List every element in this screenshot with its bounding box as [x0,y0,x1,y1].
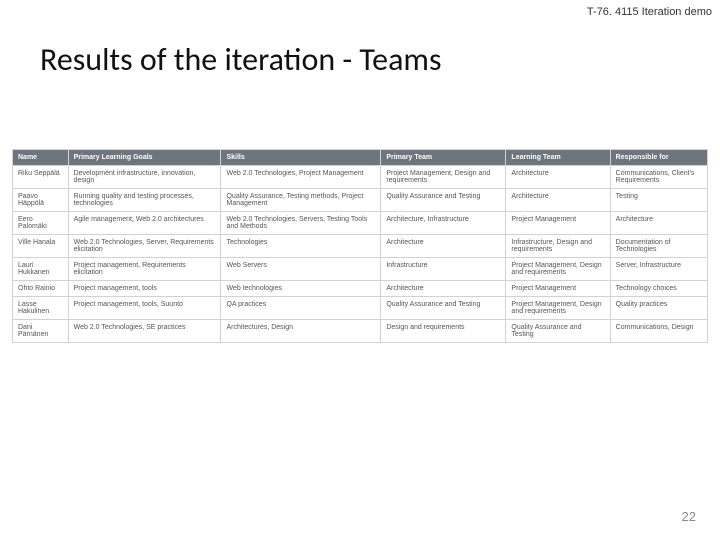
col-header: Learning Team [506,150,610,166]
table-cell: Architecture [506,189,610,212]
table-cell: Project Management [506,212,610,235]
table-cell: Infrastructure, Design and requirements [506,235,610,258]
table-cell: Web 2.0 Technologies, Server, Requiremen… [68,235,221,258]
table-header-row: Name Primary Learning Goals Skills Prima… [13,150,708,166]
table-row: Paavo HäppöläRunning quality and testing… [13,189,708,212]
table-cell: Agile management, Web 2.0 architectures [68,212,221,235]
table-cell: QA practices [221,297,381,320]
table-cell: Quality Assurance, Testing methods, Proj… [221,189,381,212]
table-row: Eero PalomäkiAgile management, Web 2.0 a… [13,212,708,235]
table-body: Riku SeppäläDevelopment infrastructure, … [13,166,708,343]
page-number: 22 [682,509,696,524]
table-cell: Quality Assurance and Testing [381,297,506,320]
table-cell: Communications, Client's Requirements [610,166,707,189]
table-cell: Project management, Requirements elicita… [68,258,221,281]
table-row: Lauri HukkanenProject management, Requir… [13,258,708,281]
table-cell: Project Management, Design and requireme… [506,258,610,281]
table-cell: Riku Seppälä [13,166,69,189]
table-row: Riku SeppäläDevelopment infrastructure, … [13,166,708,189]
table-cell: Architecture [506,166,610,189]
table-cell: Architectures, Design [221,320,381,343]
col-header: Name [13,150,69,166]
table-cell: Web 2.0 Technologies, Servers, Testing T… [221,212,381,235]
col-header: Primary Learning Goals [68,150,221,166]
table-cell: Technologies [221,235,381,258]
table-cell: Lasse Hakulinen [13,297,69,320]
table-row: Ville HanalaWeb 2.0 Technologies, Server… [13,235,708,258]
table-cell: Dani Pärnänen [13,320,69,343]
table-cell: Infrastructure [381,258,506,281]
table-cell: Architecture [610,212,707,235]
table-cell: Eero Palomäki [13,212,69,235]
table-cell: Project management, tools, Suunto [68,297,221,320]
table-cell: Development infrastructure, innovation, … [68,166,221,189]
table-cell: Web 2.0 Technologies, Project Management [221,166,381,189]
page-title: Results of the iteration - Teams [40,40,708,79]
table-cell: Project Management, Design and requireme… [381,166,506,189]
table-cell: Web Servers [221,258,381,281]
table-cell: Design and requirements [381,320,506,343]
table-cell: Web technologies [221,281,381,297]
table-cell: Technology choices [610,281,707,297]
table-cell: Communications, Design [610,320,707,343]
col-header: Skills [221,150,381,166]
table-cell: Project Management, Design and requireme… [506,297,610,320]
table-cell: Documentation of Technologies [610,235,707,258]
table-row: Dani PärnänenWeb 2.0 Technologies, SE pr… [13,320,708,343]
table-row: Lasse HakulinenProject management, tools… [13,297,708,320]
table-cell: Ohto Rainio [13,281,69,297]
table-cell: Server, Infrastructure [610,258,707,281]
table-cell: Quality Assurance and Testing [506,320,610,343]
table-cell: Project Management [506,281,610,297]
table-cell: Quality Assurance and Testing [381,189,506,212]
table-cell: Ville Hanala [13,235,69,258]
table-cell: Paavo Häppölä [13,189,69,212]
table-cell: Quality practices [610,297,707,320]
table-cell: Architecture [381,281,506,297]
table-cell: Running quality and testing processes, t… [68,189,221,212]
table-cell: Lauri Hukkanen [13,258,69,281]
table-row: Ohto RainioProject management, toolsWeb … [13,281,708,297]
teams-table: Name Primary Learning Goals Skills Prima… [12,149,708,343]
header-label: T-76. 4115 Iteration demo [587,6,712,18]
table-cell: Web 2.0 Technologies, SE practices [68,320,221,343]
table-cell: Testing [610,189,707,212]
col-header: Responsible for [610,150,707,166]
table-cell: Architecture, Infrastructure [381,212,506,235]
table-cell: Project management, tools [68,281,221,297]
col-header: Primary Team [381,150,506,166]
table-cell: Architecture [381,235,506,258]
teams-table-wrap: Name Primary Learning Goals Skills Prima… [12,149,708,343]
